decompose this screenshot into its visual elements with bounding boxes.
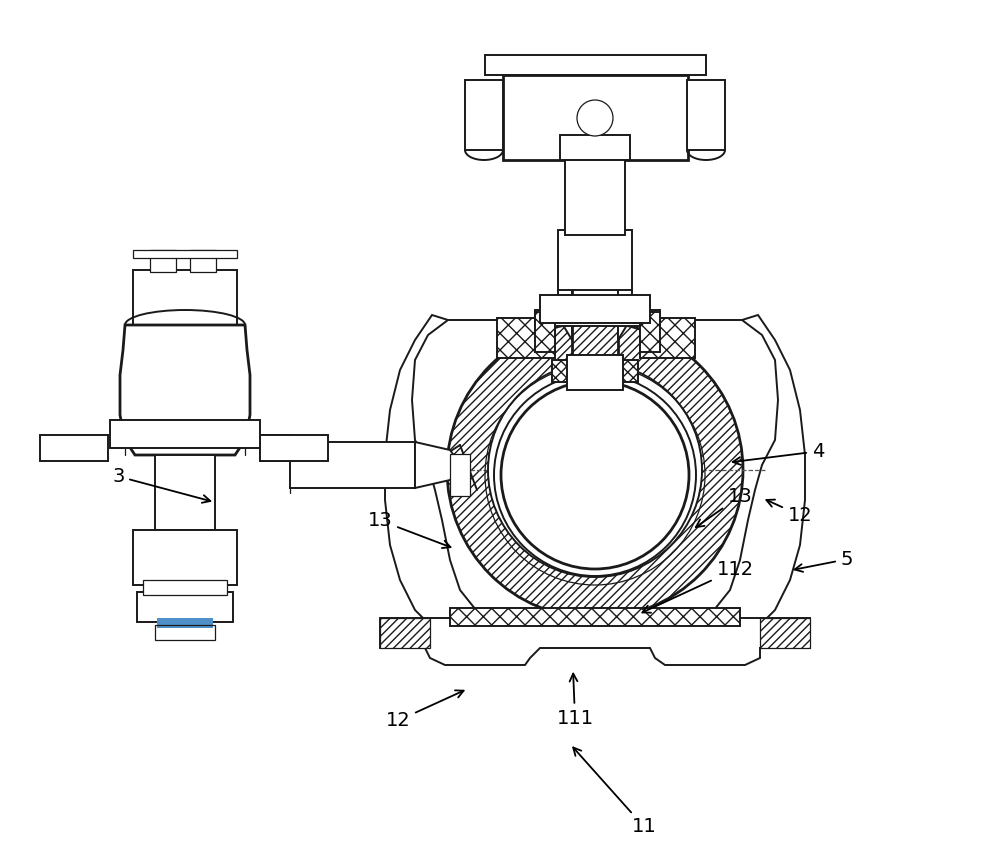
Circle shape (501, 381, 689, 569)
Bar (485, 55, 706, 75)
Bar (760, 618, 810, 648)
Bar (535, 312, 555, 352)
Bar (687, 80, 725, 150)
Text: 11: 11 (573, 747, 656, 836)
Bar (133, 250, 237, 258)
Bar (450, 608, 740, 626)
Bar (133, 270, 237, 330)
Bar (580, 75, 610, 110)
Bar (558, 230, 632, 290)
Bar (450, 454, 470, 496)
Bar (190, 250, 216, 272)
Bar (565, 155, 625, 235)
Bar (380, 618, 430, 648)
Bar (567, 355, 623, 390)
Text: 4: 4 (733, 442, 824, 465)
Bar (560, 135, 630, 160)
Bar (157, 618, 213, 628)
Bar (640, 312, 660, 352)
Text: 112: 112 (642, 560, 754, 613)
Polygon shape (380, 618, 810, 665)
Circle shape (488, 363, 702, 577)
Circle shape (447, 322, 743, 618)
Bar (508, 75, 538, 110)
Bar (640, 318, 695, 358)
Bar (503, 75, 688, 160)
Circle shape (577, 100, 613, 136)
Bar (143, 580, 227, 595)
Polygon shape (120, 325, 250, 455)
Polygon shape (670, 315, 805, 630)
Bar (260, 435, 290, 461)
Bar (110, 420, 260, 448)
Polygon shape (670, 315, 805, 630)
Bar (40, 435, 108, 461)
Text: 5: 5 (795, 550, 853, 572)
Bar (290, 442, 415, 488)
Text: 3: 3 (112, 467, 210, 503)
Bar (652, 75, 682, 110)
Text: 111: 111 (556, 674, 594, 728)
Text: 12: 12 (766, 500, 812, 525)
Bar (155, 625, 215, 640)
Bar (465, 80, 503, 150)
Text: 13: 13 (696, 487, 752, 527)
Bar (540, 295, 650, 323)
Bar (150, 250, 176, 272)
Text: 12: 12 (386, 690, 464, 730)
Bar (137, 592, 233, 622)
Polygon shape (415, 442, 455, 488)
Bar (535, 310, 660, 326)
Bar (133, 530, 237, 585)
Polygon shape (618, 285, 632, 340)
Bar (552, 360, 638, 382)
Bar (497, 318, 555, 358)
Bar (155, 455, 215, 530)
Polygon shape (385, 315, 520, 630)
Text: 13: 13 (368, 511, 451, 548)
Bar (260, 435, 328, 461)
Polygon shape (558, 285, 572, 340)
